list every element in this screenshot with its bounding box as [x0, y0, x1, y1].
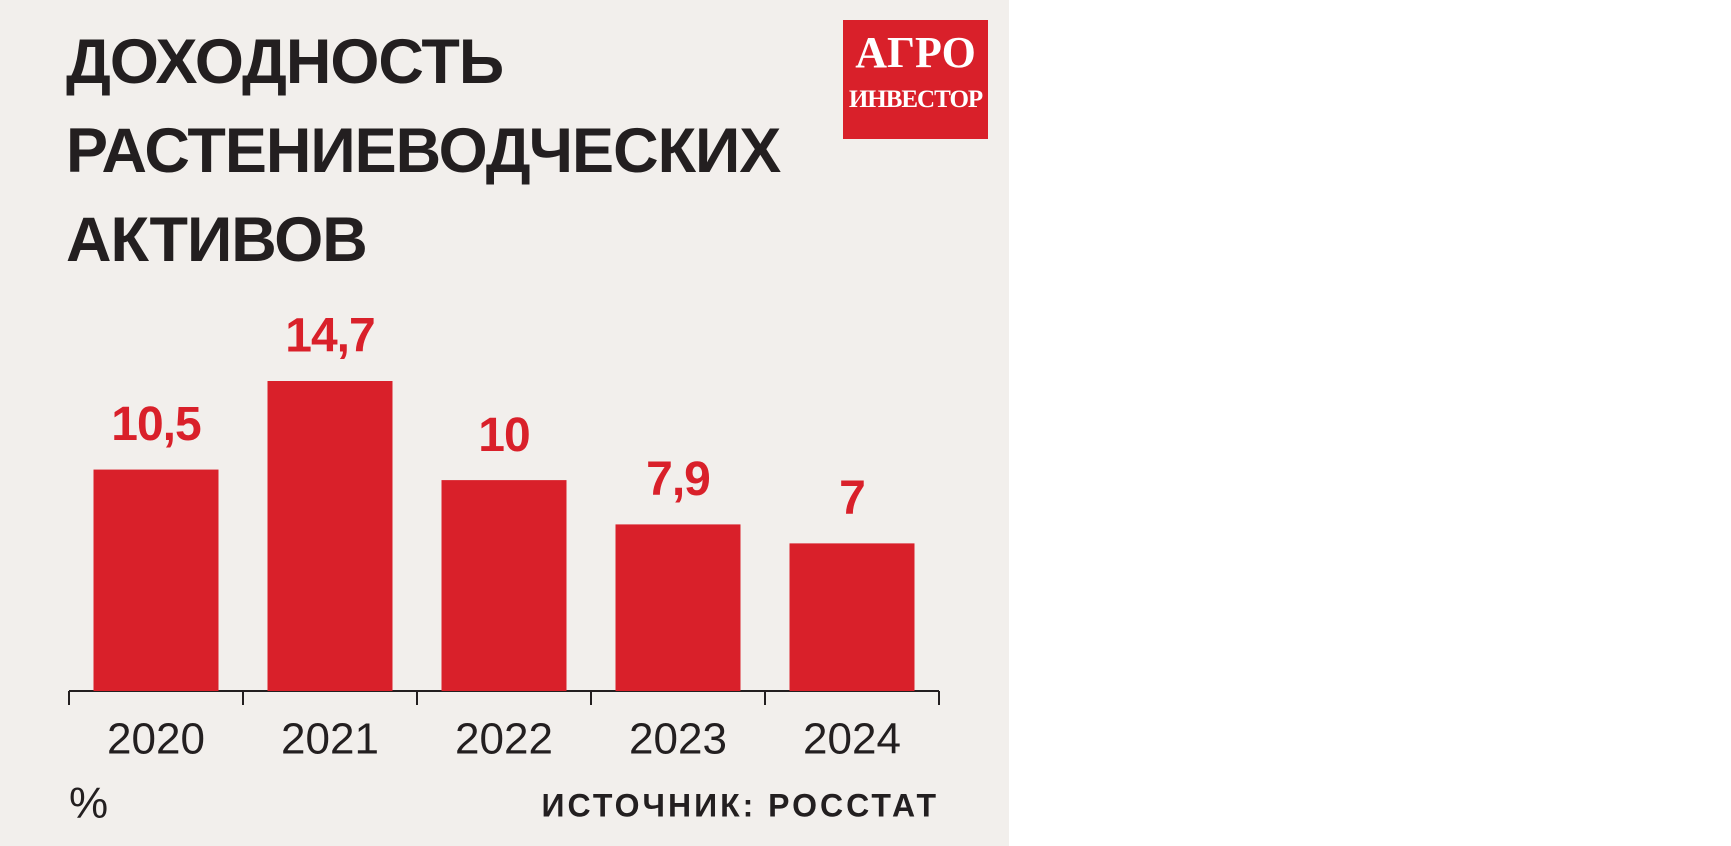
- x-tick-label: 2021: [281, 715, 379, 764]
- bar: [93, 469, 219, 691]
- x-tick-label: 2023: [629, 715, 727, 764]
- chart-panel: [0, 0, 1009, 846]
- logo-text: АГРО: [855, 28, 976, 77]
- chart-title: ДОХОДНОСТЬ РАСТЕНИЕВОДЧЕСКИХ АКТИВОВ: [66, 27, 781, 275]
- bar: [789, 543, 915, 691]
- value-label: 7: [839, 472, 865, 525]
- x-tick-label: 2020: [107, 715, 205, 764]
- bar: [267, 381, 393, 691]
- logo-text: ИНВЕСТОР: [848, 86, 983, 113]
- source-note: ИСТОЧНИК: РОССТАТ: [542, 787, 939, 823]
- x-tick-label: 2022: [455, 715, 553, 764]
- value-label: 10: [478, 409, 529, 462]
- unit-label: %: [69, 779, 108, 828]
- bar: [441, 480, 567, 691]
- bar: [615, 524, 741, 691]
- logo: АГРО ИНВЕСТОР: [843, 20, 988, 139]
- x-tick-label: 2024: [803, 715, 901, 764]
- value-label: 10,5: [111, 398, 201, 451]
- value-label: 14,7: [285, 310, 374, 363]
- value-label: 7,9: [646, 453, 710, 506]
- chart: % ИСТОЧНИК: РОССТАТ 2020 10,5 2021 14,7 2022…: [68, 310, 940, 828]
